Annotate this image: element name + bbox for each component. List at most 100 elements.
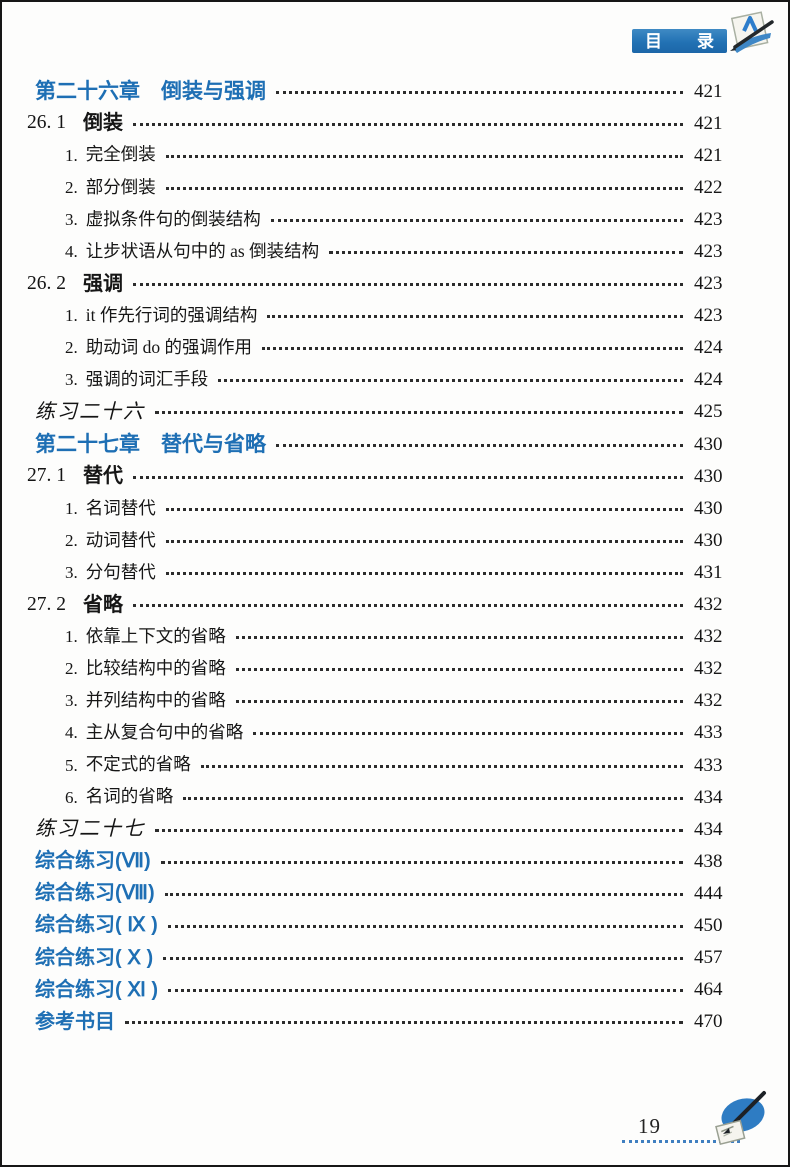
dot-leader [133, 283, 683, 287]
toc-entry-page: 423 [694, 208, 723, 230]
toc-entry-page: 432 [694, 626, 723, 648]
toc-entry-label: 练习二十六 [35, 400, 145, 423]
toc-entry-label: 让步状语从句中的 as 倒装结构 [85, 240, 320, 261]
toc-entry-page: 421 [694, 112, 723, 134]
toc-entry: 26. 2 强调 423 [2, 268, 788, 300]
toc-entry-label: 综合练习( Ⅹ ) [35, 946, 154, 969]
toc-entry: 2. 助动词 do 的强调作用 424 [2, 332, 788, 364]
toc-entry-label: 完全倒装 [85, 144, 156, 165]
toc-entry: 3. 虚拟条件句的倒装结构 423 [2, 203, 788, 235]
dot-leader [168, 989, 683, 993]
toc-entry-page: 431 [694, 561, 723, 583]
toc-entry-page: 424 [694, 337, 723, 359]
toc-entry-page: 423 [694, 273, 723, 295]
page-number-block: 19 [622, 1116, 740, 1143]
toc-entry-page: 430 [694, 529, 723, 551]
toc-entry-label: 名词替代 [85, 497, 156, 518]
toc-entry-label: 名词的省略 [85, 786, 174, 807]
toc-entry-page: 450 [694, 914, 723, 936]
toc-entry: 第二十六章 倒装与强调 421 [2, 75, 788, 107]
toc-entry-page: 433 [694, 722, 723, 744]
toc-entry: 综合练习( Ⅺ ) 464 [2, 974, 788, 1006]
dot-leader [276, 90, 683, 94]
toc-entry-page: 422 [694, 176, 723, 198]
dot-leader [235, 636, 683, 640]
toc-entry: 27. 2 省略 432 [2, 589, 788, 621]
toc-entry-label: 分句替代 [85, 561, 156, 582]
toc-entry: 27. 1 替代 430 [2, 460, 788, 492]
badge-char-right: 录 [697, 31, 714, 51]
toc-entry-page: 430 [694, 497, 723, 519]
dot-leader [262, 347, 683, 351]
toc-entry-number: 1. [65, 145, 78, 165]
page-footer: 19 [2, 1085, 788, 1165]
toc-entry: 4. 让步状语从句中的 as 倒装结构 423 [2, 235, 788, 267]
dot-leader [183, 796, 683, 800]
dot-leader [133, 122, 683, 126]
toc-entry-page: 457 [694, 947, 723, 969]
toc-entry-label: 并列结构中的省略 [85, 690, 226, 711]
toc-entry-number: 2. [65, 530, 78, 550]
toc-entry-label: 依靠上下文的省略 [85, 625, 226, 646]
dot-leader [276, 443, 683, 447]
toc-entry-number: 3. [65, 370, 78, 390]
toc-entry-page: 430 [694, 433, 723, 455]
toc-entry-label: 主从复合句中的省略 [85, 722, 244, 743]
toc-list: 第二十六章 倒装与强调 421 26. 1 倒装 421 1. 完全倒装 421 2. 部分倒装 4… [2, 2, 788, 1038]
dot-leader [133, 604, 683, 608]
toc-entry: 2. 动词替代 430 [2, 524, 788, 556]
toc-entry-label: 动词替代 [85, 529, 156, 550]
dot-leader [133, 475, 683, 479]
toc-entry-label: 练习二十七 [35, 818, 145, 841]
toc-entry-label: 综合练习(Ⅶ) [35, 850, 151, 873]
dot-leader [329, 251, 683, 255]
dot-leader [155, 411, 683, 415]
toc-entry-page: 470 [694, 1011, 723, 1033]
dot-leader [165, 539, 683, 543]
toc-entry-number: 27. 1 [27, 465, 66, 487]
toc-header-badge: 目 录 [632, 29, 727, 53]
toc-entry-label: 参考书目 [35, 1010, 115, 1033]
toc-entry-number: 1. [65, 306, 78, 326]
toc-entry-page: 464 [694, 979, 723, 1001]
toc-entry: 1. 依靠上下文的省略 432 [2, 621, 788, 653]
toc-entry-label: 不定式的省略 [85, 754, 191, 775]
toc-entry-number: 6. [65, 787, 78, 807]
badge-char-left: 目 [645, 31, 662, 51]
toc-entry: 3. 强调的词汇手段 424 [2, 364, 788, 396]
toc-entry: 5. 不定式的省略 433 [2, 749, 788, 781]
dot-leader [200, 764, 683, 768]
toc-entry-label: it 作先行词的强调结构 [85, 304, 258, 325]
toc-entry-page: 438 [694, 850, 723, 872]
dot-leader [267, 315, 683, 319]
toc-entry-page: 424 [694, 369, 723, 391]
toc-entry-label: 强调 [83, 272, 123, 295]
toc-entry-page: 421 [694, 80, 723, 102]
toc-entry-label: 综合练习(Ⅷ) [35, 882, 155, 905]
dot-leader [253, 732, 683, 736]
toc-entry-page: 434 [694, 818, 723, 840]
toc-entry: 参考书目 470 [2, 1006, 788, 1038]
toc-entry: 2. 部分倒装 422 [2, 171, 788, 203]
dot-leader [160, 860, 683, 864]
toc-entry-number: 2. [65, 659, 78, 679]
dot-leader [235, 668, 683, 672]
toc-entry-label: 虚拟条件句的倒装结构 [85, 208, 261, 229]
dot-leader [155, 828, 683, 832]
toc-entry-page: 444 [694, 882, 723, 904]
toc-entry-number: 3. [65, 209, 78, 229]
toc-entry-page: 421 [694, 144, 723, 166]
dot-leader [218, 379, 683, 383]
toc-entry: 第二十七章 替代与省略 430 [2, 428, 788, 460]
toc-entry-label: 部分倒装 [85, 176, 156, 197]
toc-entry-number: 26. 2 [27, 272, 66, 294]
dot-leader [163, 957, 683, 961]
toc-entry-number: 3. [65, 691, 78, 711]
toc-entry-label: 综合练习( Ⅸ ) [35, 914, 158, 937]
dot-leader [235, 700, 683, 704]
toc-entry-number: 2. [65, 177, 78, 197]
toc-entry: 4. 主从复合句中的省略 433 [2, 717, 788, 749]
toc-entry-page: 432 [694, 594, 723, 616]
toc-entry: 3. 并列结构中的省略 432 [2, 685, 788, 717]
dot-leader [125, 1021, 683, 1025]
